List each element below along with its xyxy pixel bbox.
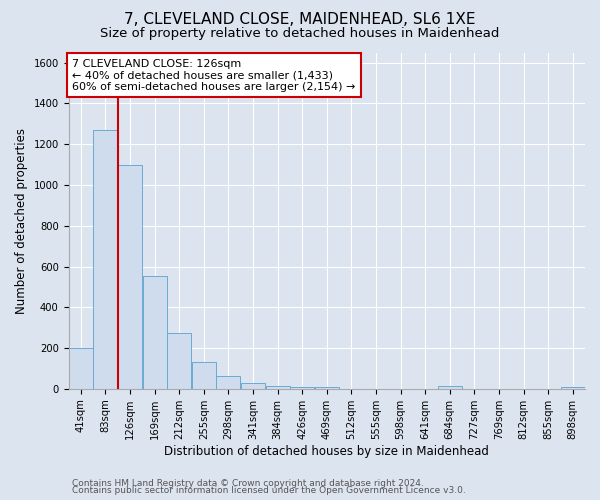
Text: Contains public sector information licensed under the Open Government Licence v3: Contains public sector information licen…	[72, 486, 466, 495]
Bar	[266, 386, 290, 389]
Bar	[437, 386, 462, 389]
Text: 7 CLEVELAND CLOSE: 126sqm
← 40% of detached houses are smaller (1,433)
60% of se: 7 CLEVELAND CLOSE: 126sqm ← 40% of detac…	[72, 58, 356, 92]
Bar	[290, 387, 314, 389]
Bar	[143, 276, 167, 389]
Bar	[217, 376, 241, 389]
Text: Contains HM Land Registry data © Crown copyright and database right 2024.: Contains HM Land Registry data © Crown c…	[72, 478, 424, 488]
Bar	[94, 130, 118, 389]
Text: Size of property relative to detached houses in Maidenhead: Size of property relative to detached ho…	[100, 28, 500, 40]
Bar	[241, 382, 265, 389]
Bar	[192, 362, 216, 389]
Y-axis label: Number of detached properties: Number of detached properties	[15, 128, 28, 314]
Text: 7, CLEVELAND CLOSE, MAIDENHEAD, SL6 1XE: 7, CLEVELAND CLOSE, MAIDENHEAD, SL6 1XE	[124, 12, 476, 28]
X-axis label: Distribution of detached houses by size in Maidenhead: Distribution of detached houses by size …	[164, 444, 489, 458]
Bar	[315, 387, 339, 389]
Bar	[69, 348, 93, 389]
Bar	[118, 164, 142, 389]
Bar	[560, 387, 585, 389]
Bar	[167, 333, 191, 389]
